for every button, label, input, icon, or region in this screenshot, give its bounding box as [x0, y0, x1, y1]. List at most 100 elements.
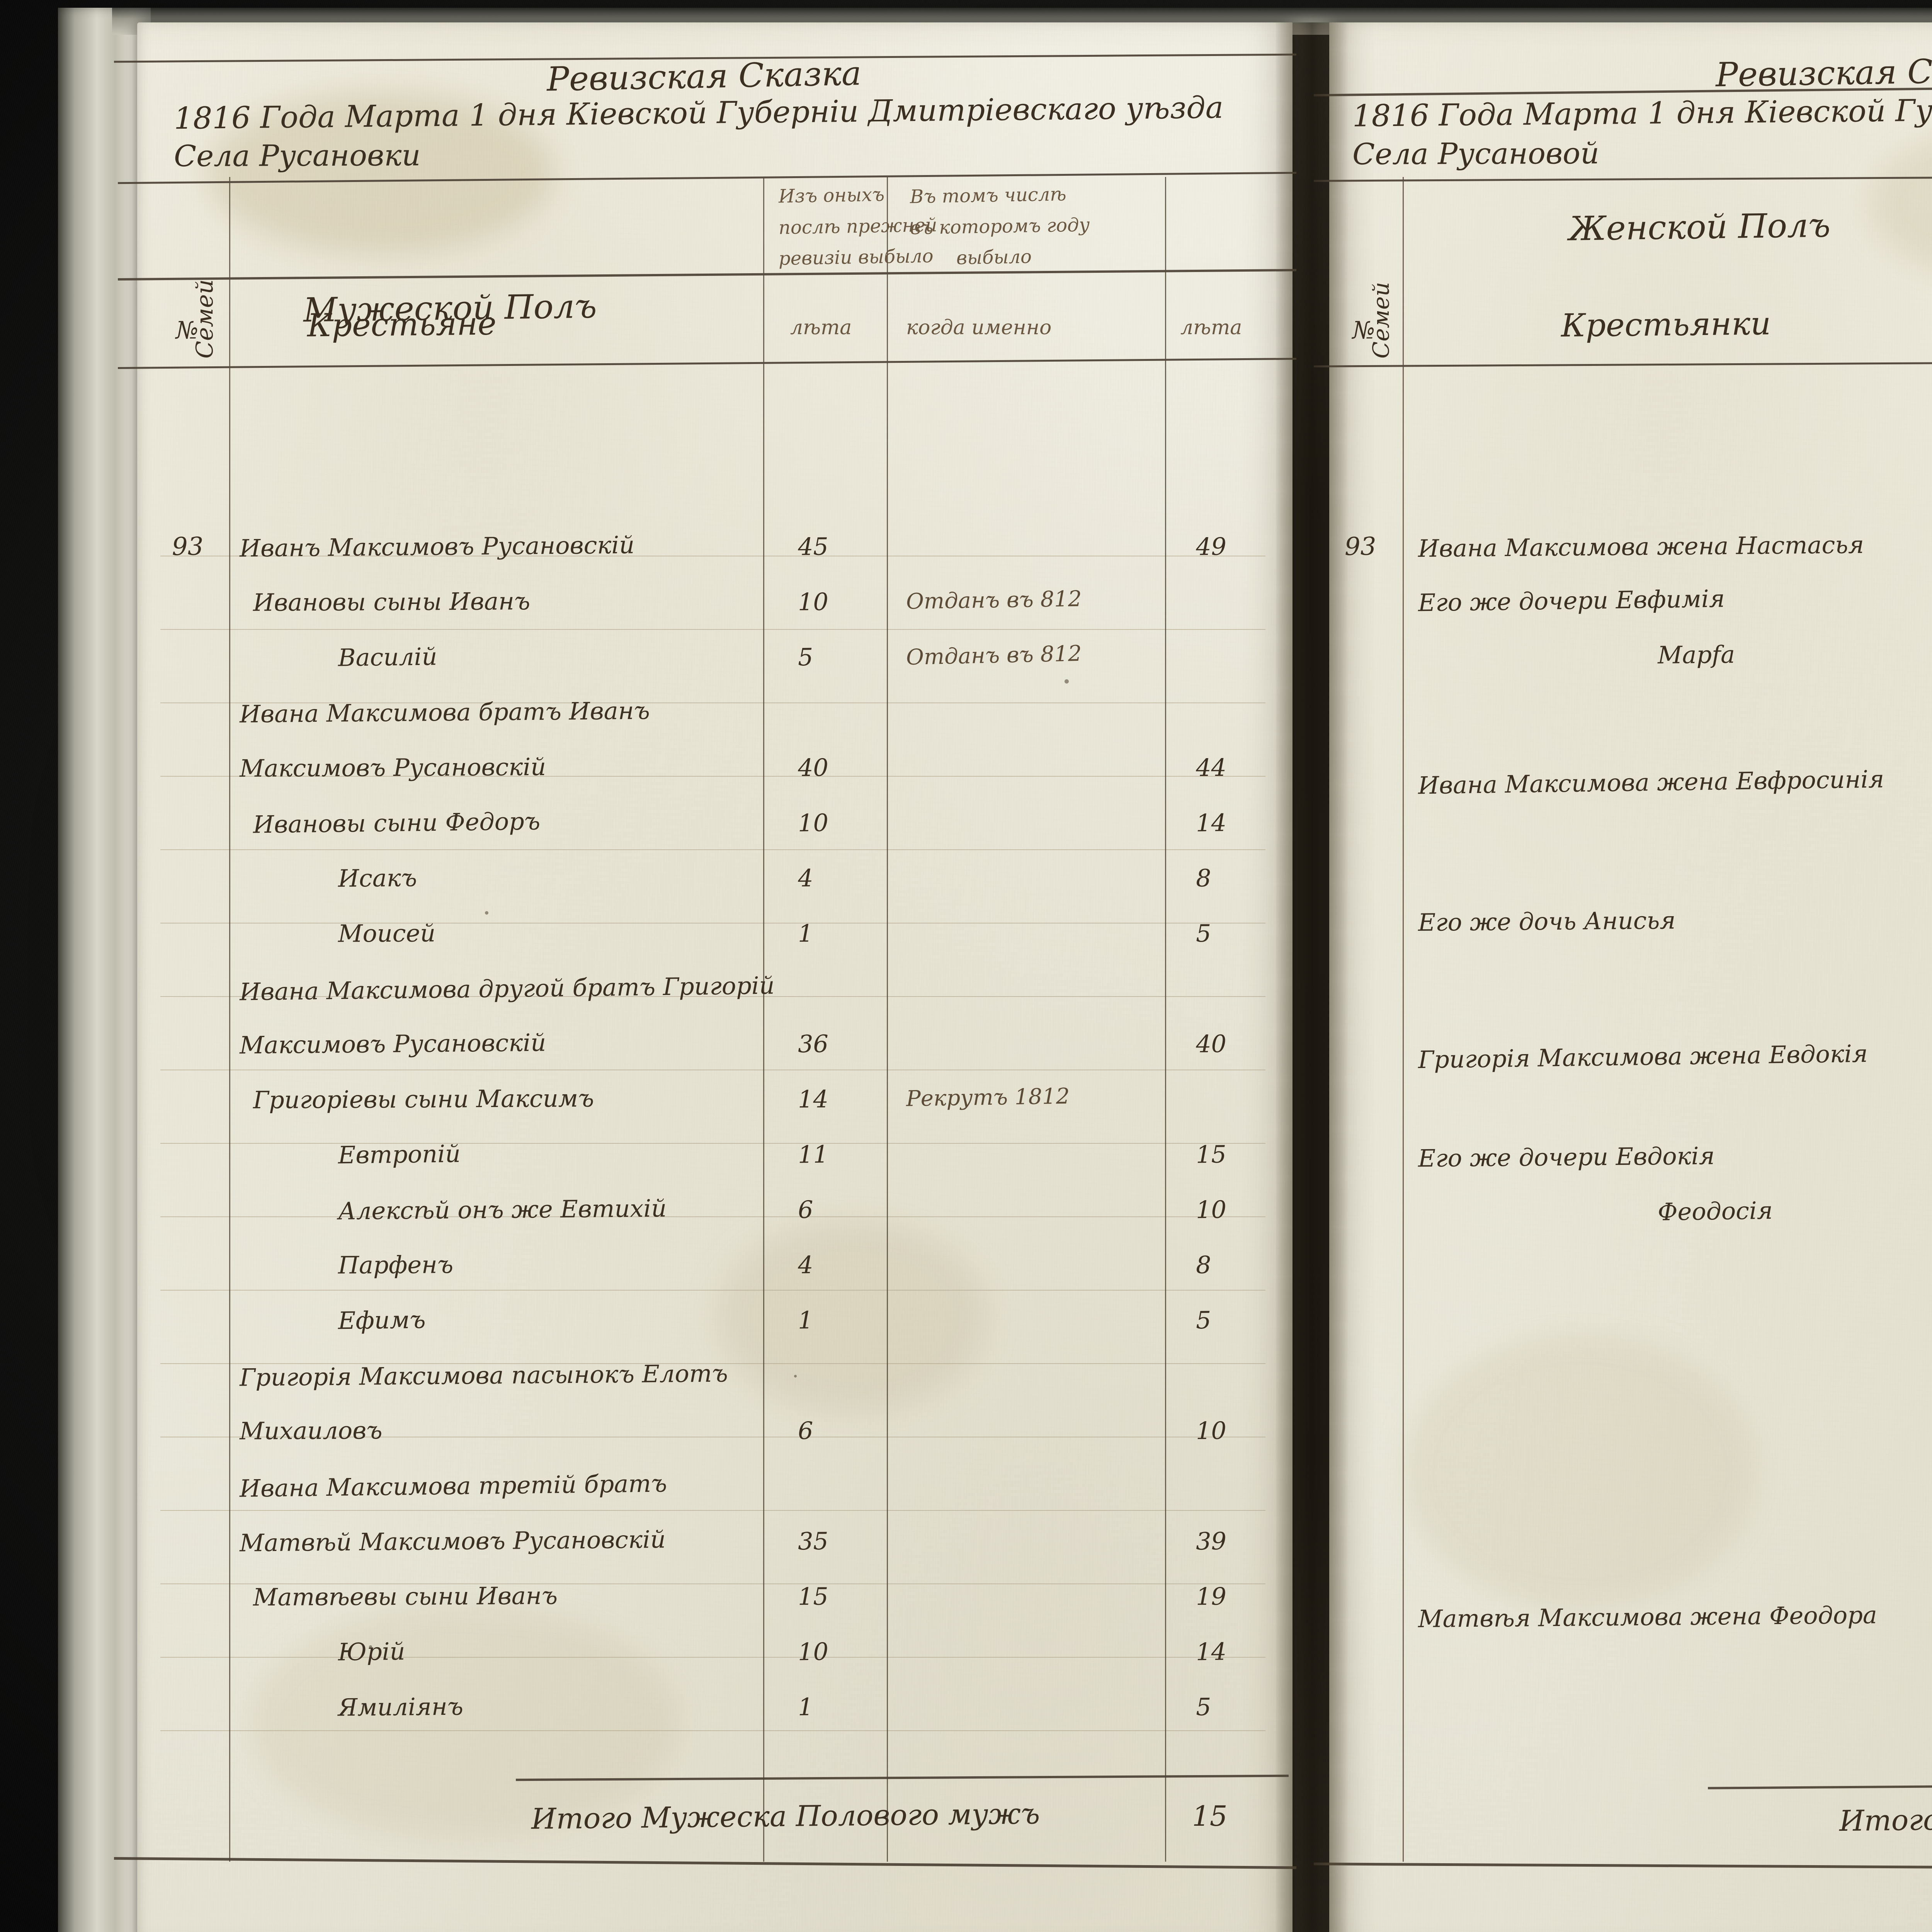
row-now-age: 14	[1196, 1638, 1227, 1666]
row-name: Ивана Максимова третiй братъ	[240, 1469, 667, 1503]
left-header-class: Крестьяне	[307, 305, 497, 344]
col-sep-families	[1403, 177, 1404, 1862]
left-title-village: Села Русановки	[174, 138, 421, 173]
right-header-class: Крестьянки	[1561, 305, 1771, 344]
ink-speck	[1065, 679, 1069, 684]
row-name: Максимовъ Русановскiй	[240, 1029, 546, 1060]
col-sep-families	[229, 177, 230, 1862]
row-now-age: 5	[1196, 1306, 1211, 1334]
guide-rule	[160, 1290, 1265, 1291]
row-prev-age: 1	[798, 1306, 813, 1334]
right-title-village: Села Русановой	[1352, 136, 1599, 171]
row-name: Василiй	[338, 642, 437, 672]
page-block-left-edge	[58, 8, 151, 1932]
row-name: Ямилiянъ	[338, 1692, 464, 1722]
left-header-prev-sub: лѣта	[790, 316, 852, 339]
header-top-rule	[1314, 174, 1932, 182]
book-gutter	[1275, 22, 1349, 1932]
row-now-age: 19	[1196, 1582, 1226, 1611]
header-bot-rule	[1314, 359, 1932, 367]
header-mid-rule	[118, 269, 1296, 281]
foxing-stain	[1870, 123, 1932, 285]
left-header-now-sub: лѣта	[1180, 316, 1242, 339]
row-name: Исакъ	[338, 864, 417, 893]
col-sep-note	[1165, 177, 1166, 1862]
row-now-age: 44	[1196, 753, 1226, 782]
row-prev-age: 6	[798, 1417, 813, 1445]
row-name: Евтропiй	[338, 1139, 461, 1169]
row-prev-age: 1	[798, 919, 813, 947]
row-name: Михаиловъ	[240, 1416, 383, 1445]
row-now-age: 49	[1196, 532, 1227, 561]
row-name: Моисей	[338, 919, 435, 947]
row-name: Ивана Максимова жена Евфросинiя	[1418, 765, 1884, 800]
guide-rule	[160, 1143, 1265, 1144]
row-now-age: 14	[1196, 809, 1227, 837]
ink-speck	[794, 1375, 797, 1378]
row-now-age: 5	[1196, 1693, 1211, 1721]
left-total-label: Итого Мужеска Полового мужъ	[531, 1797, 1040, 1836]
foxing-stain	[1406, 1336, 1754, 1607]
row-now-age: 8	[1196, 1251, 1211, 1279]
row-now-age: 5	[1196, 919, 1211, 947]
row-number: 93	[1345, 532, 1376, 561]
left-header-prev-l1: Изъ оныхъ	[779, 184, 885, 207]
row-note: Рекрутъ 1812	[906, 1084, 1070, 1112]
row-name: Ивановы сыни Федоръ	[253, 807, 541, 838]
row-prev-age: 45	[798, 532, 829, 561]
right-bottom-rule	[1314, 1862, 1932, 1871]
guide-rule	[160, 849, 1265, 850]
row-prev-age: 1	[798, 1693, 813, 1721]
right-title-date-place: 1816 Года Марта 1 дня Кiевской Губернiи …	[1352, 89, 1932, 134]
row-name: Матвѣй Максимовъ Русановскiй	[240, 1525, 666, 1557]
row-name: Матвѣя Максимова жена Феодора	[1418, 1601, 1877, 1633]
row-name: Юрiй	[338, 1637, 405, 1666]
header-bot-rule	[118, 358, 1296, 369]
foxing-stain	[717, 1220, 987, 1413]
left-header-out-sub: когда именно	[906, 316, 1051, 339]
row-prev-age: 36	[798, 1030, 829, 1058]
row-name: Ивана Максимова другой братъ Григорiй	[240, 971, 775, 1006]
left-col-num-label: №	[176, 316, 199, 344]
ink-speck	[369, 1645, 372, 1648]
row-now-age: 8	[1196, 864, 1211, 892]
row-name: Его же дочери Евдокiя	[1418, 1142, 1715, 1173]
right-col-num-label: №	[1352, 316, 1375, 344]
row-prev-age: 35	[798, 1527, 829, 1556]
row-prev-age: 40	[798, 753, 828, 782]
left-bottom-rule	[114, 1857, 1296, 1869]
row-name: Матвѣевы сыни Иванъ	[253, 1582, 558, 1611]
row-name: Григорiя Максимова жена Евдокiя	[1418, 1039, 1868, 1074]
row-name: Иванъ Максимовъ Русановскiй	[240, 531, 635, 563]
row-name: Максимовъ Русановскiй	[240, 753, 546, 782]
row-name: Григорiя Максимова пасынокъ Елотъ	[240, 1359, 728, 1391]
guide-rule	[160, 1510, 1265, 1511]
right-total-label: Итого Женска Пола наличну	[1839, 1799, 1932, 1838]
left-header-out-l1: Въ томъ числѣ	[910, 183, 1066, 207]
row-prev-age: 4	[798, 864, 813, 892]
left-title-kind: Ревизская Сказка	[546, 54, 862, 99]
row-name: Его же дочь Анисья	[1418, 906, 1676, 937]
row-now-age: 10	[1196, 1196, 1227, 1224]
row-now-age: 10	[1196, 1417, 1226, 1445]
header-top-rule	[118, 172, 1296, 184]
left-total-value: 15	[1192, 1800, 1228, 1832]
row-prev-age: 4	[798, 1251, 813, 1279]
row-prev-age: 10	[798, 588, 828, 616]
row-prev-age: 10	[798, 809, 829, 837]
right-title-kind: Ревизская Сказка	[1715, 51, 1932, 95]
left-header-prev-l3: ревизiи выбыло	[779, 245, 934, 270]
row-now-age: 15	[1196, 1140, 1227, 1169]
row-now-age: 40	[1196, 1030, 1227, 1058]
ink-speck	[485, 911, 488, 915]
guide-rule	[160, 1216, 1265, 1217]
open-book: Ревизская Сказка 1816 Года Марта 1 дня К…	[58, 8, 1932, 1932]
row-name: Его же дочери Евфимiя	[1418, 584, 1725, 617]
right-total-top-rule	[1708, 1782, 1932, 1789]
row-prev-age: 5	[798, 643, 813, 671]
row-prev-age: 11	[798, 1140, 829, 1169]
row-name: Ефимъ	[338, 1306, 426, 1335]
row-number: 93	[172, 532, 204, 561]
right-header-sex: Женской Полъ	[1568, 206, 1830, 248]
col-sep-name	[763, 177, 764, 1862]
